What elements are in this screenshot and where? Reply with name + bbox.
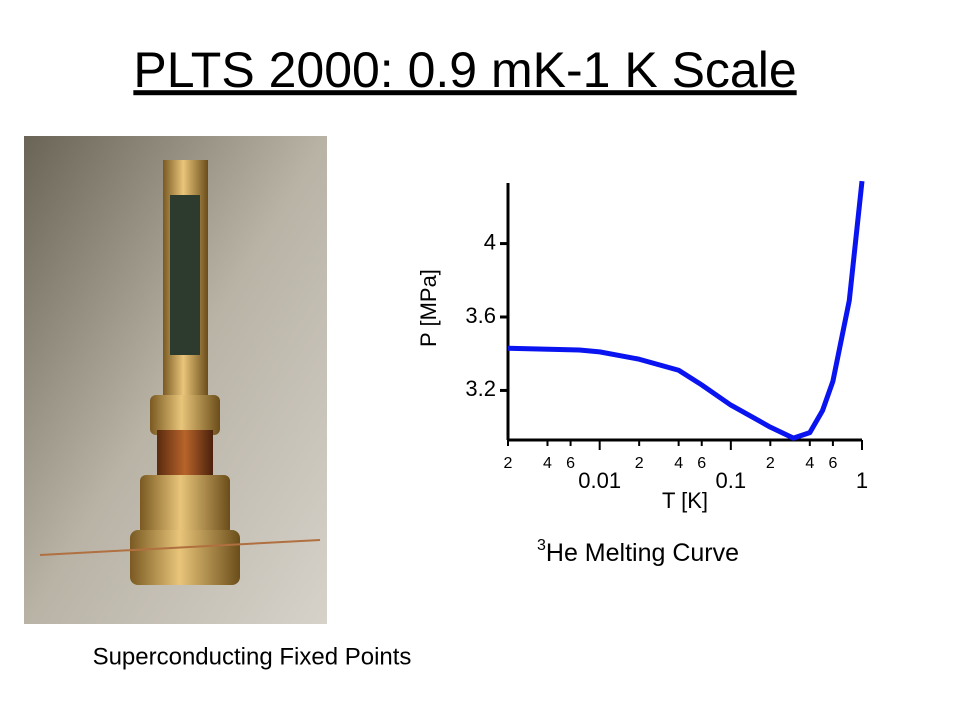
x-minor-tick-label: 4 [805,455,814,472]
x-tick-label: 0.1 [716,468,747,493]
y-tick-label: 3.6 [465,303,496,328]
x-minor-tick-label: 2 [504,455,513,472]
x-tick-label: 1 [856,468,868,493]
x-minor-tick-label: 2 [766,455,775,472]
chart: 3.23.642 4 60.012 4 60.12 4 61T [K]P [MPa] [416,180,868,513]
x-axis-label: T [K] [662,488,708,513]
data-line [507,180,865,441]
x-minor-tick-label: 6 [828,455,837,472]
y-tick-label: 3.2 [465,376,496,401]
chart-caption: 3He Melting Curve [537,537,739,566]
x-tick-label: 0.01 [578,468,621,493]
photo-caption: Superconducting Fixed Points [93,643,412,670]
y-tick-label: 4 [484,229,496,254]
slide-title: PLTS 2000: 0.9 mK-1 K Scale [133,42,796,98]
x-minor-tick-label: 2 [635,455,644,472]
x-minor-tick-label: 4 [674,455,683,472]
x-minor-tick-label: 6 [566,455,575,472]
caption-text: He Melting Curve [546,539,739,567]
y-axis-label: P [MPa] [416,269,441,347]
x-minor-tick-label: 6 [697,455,706,472]
photo [24,136,327,624]
x-minor-tick-label: 4 [543,455,552,472]
caption-superscript: 3 [537,537,546,554]
